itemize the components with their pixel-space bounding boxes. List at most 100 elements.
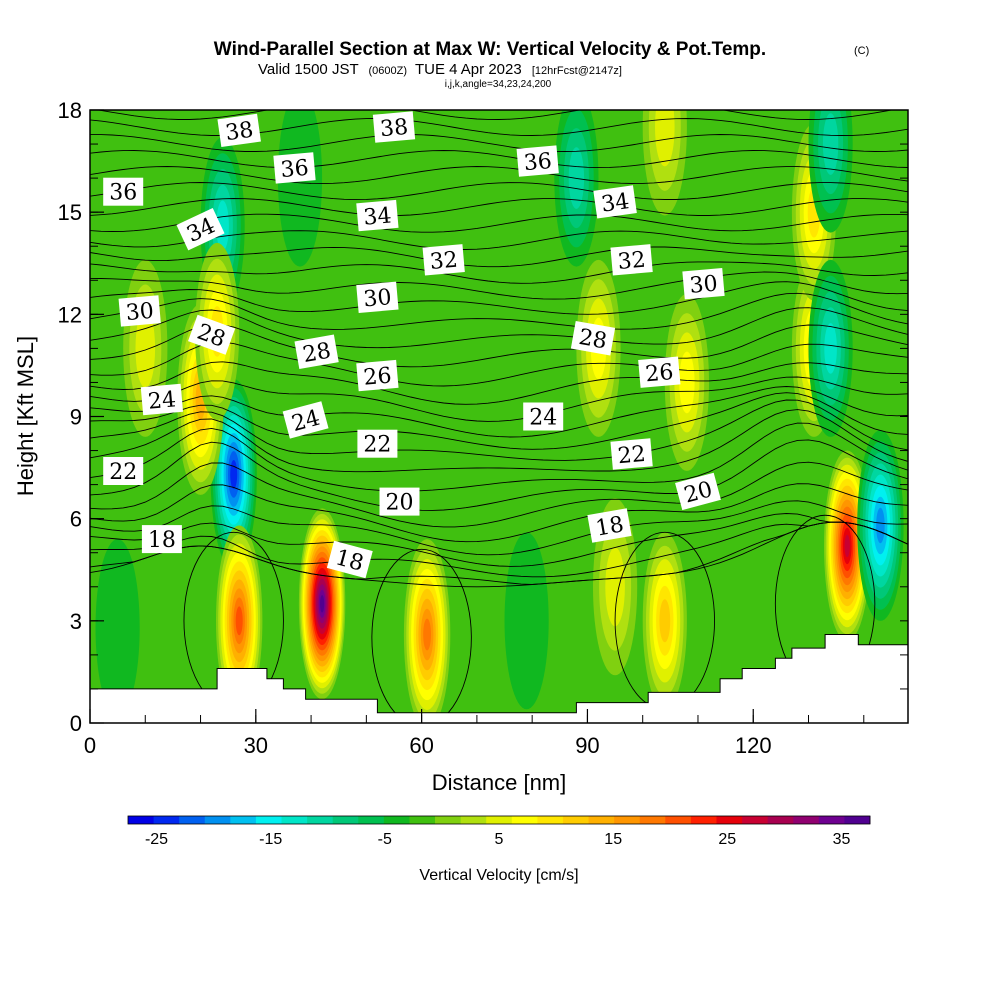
theta-label-text: 22 [363,433,391,458]
colorbar-swatch [742,816,769,824]
velocity-cell [605,547,625,627]
velocity-cell [824,323,837,374]
theta-isoline [90,281,908,315]
velocity-cell [230,460,238,489]
theta-contour-label: 24 [523,402,564,431]
velocity-cell [844,534,850,558]
x-tick-label: 120 [735,733,772,758]
theta-label-box [140,383,184,416]
theta-isoline [90,246,908,268]
theta-label-text: 26 [362,363,392,390]
colorbar-tick-label: -25 [145,831,168,848]
theta-label-box [282,401,329,439]
theta-contour-label: 30 [682,268,725,300]
theta-label-text: 32 [617,248,647,275]
theta-label-box [523,402,564,431]
theta-contour-label: 18 [326,540,373,579]
y-tick-label: 15 [58,200,82,225]
colorbar-swatch [435,816,462,824]
theta-contour-label: 30 [118,295,161,327]
theta-contour-label: 36 [516,145,559,177]
theta-isoline [90,461,908,528]
y-tick-label: 6 [70,507,82,532]
x-tick-label: 90 [575,733,599,758]
valid-prefix: Valid 1500 JST [258,61,358,78]
theta-label-box [675,472,721,511]
chart-title: Wind-Parallel Section at Max W: Vertical… [214,39,766,60]
theta-label-text: 18 [594,512,626,541]
theta-label-text: 28 [577,325,609,354]
theta-label-box [570,320,616,356]
velocity-cell [320,595,325,613]
velocity-cell [876,507,885,544]
colorbar-tick-label: 5 [495,831,504,848]
theta-label-text: 28 [301,339,333,368]
theta-contour-label: 32 [422,244,465,276]
colorbar-swatch [153,816,180,824]
theta-isoline [90,307,908,349]
theta-isoline [90,376,908,422]
theta-contour-label: 30 [356,281,399,313]
valid-date: TUE 4 Apr 2023 [415,61,522,78]
colorbar-swatch [665,816,692,824]
velocity-cell [423,618,431,651]
theta-label-box [372,111,416,143]
theta-isoline [95,110,895,120]
theta-isoline [90,422,908,492]
theta-label-box [682,268,725,300]
colorbar [127,815,871,825]
theta-label-box [638,356,681,388]
theta-contour-label: 38 [372,111,416,143]
theta-label-text: 22 [109,460,137,485]
colorbar-swatch [460,816,487,824]
theta-isoline [90,134,908,152]
theta-label-box [610,244,653,276]
title-mark: (C) [854,45,869,57]
theta-label-text: 32 [429,248,459,275]
colorbar-swatch [358,816,385,824]
theta-label-text: 24 [529,406,557,431]
velocity-cell [235,606,243,636]
chart-params: i,j,k,angle=34,23,24,200 [445,79,552,90]
colorbar-swatch [255,816,282,824]
theta-label-box [356,281,399,313]
theta-label-box [273,152,316,184]
velocity-cell [659,599,671,643]
theta-label-text: 34 [600,189,631,218]
colorbar-swatch [332,816,359,824]
y-tick-label: 18 [58,98,82,123]
x-tick-label: 30 [244,733,268,758]
colorbar-swatch [383,816,410,824]
theta-contour-label: 24 [140,383,184,416]
colorbar-swatch [128,816,154,824]
theta-label-box [188,314,236,355]
colorbar-swatch [537,816,564,824]
colorbar-swatch [409,816,436,824]
theta-label-text: 36 [109,181,137,206]
colorbar-swatch [767,816,794,824]
valid-utc: (0600Z) [369,65,408,77]
theta-isoline [90,213,908,233]
theta-isoline [90,230,908,250]
theta-isoline [90,261,908,284]
theta-label-box [422,244,465,276]
terrain [90,634,908,723]
velocity-cell [504,532,549,710]
velocity-cell [679,351,695,414]
colorbar-swatch [179,816,206,824]
theta-label-box [118,295,161,327]
theta-label-box [356,199,399,232]
colorbar-swatch [204,816,231,824]
theta-isoline [90,386,908,438]
theta-isoline [90,439,908,511]
theta-isoline [90,521,908,585]
theta-label-text: 22 [617,442,647,469]
colorbar-swatch [690,816,717,824]
theta-label-text: 18 [148,528,176,553]
colorbar-tick-label: -5 [378,831,392,848]
theta-label-box [593,185,637,219]
theta-isoline [90,392,908,450]
colorbar-swatch [486,816,513,824]
